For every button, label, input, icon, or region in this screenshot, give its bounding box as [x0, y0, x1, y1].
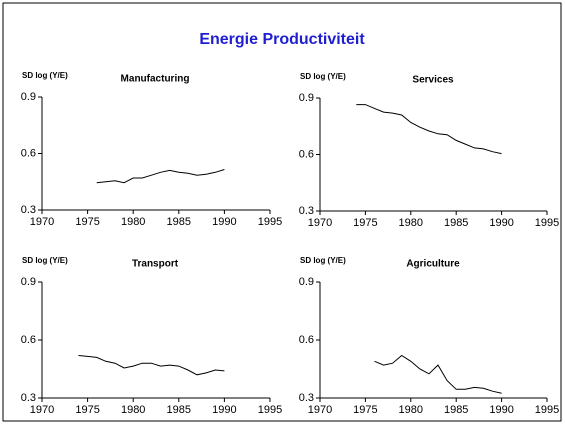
x-tick-label: 1970 [30, 404, 54, 416]
page-title: Energie Productiviteit [199, 31, 365, 48]
y-tick-label: 0.9 [299, 276, 314, 288]
y-tick-label: 0.6 [299, 148, 314, 160]
data-line [96, 169, 225, 184]
x-tick-label: 1985 [444, 217, 468, 229]
x-tick-label: 1985 [167, 216, 191, 228]
x-tick-label: 1975 [353, 404, 377, 416]
x-tick-label: 1980 [399, 404, 423, 416]
y-tick-label: 0.9 [299, 92, 314, 104]
y-tick-label: 0.6 [21, 334, 36, 346]
y-tick-label: 0.9 [21, 91, 36, 103]
x-tick-label: 1970 [308, 404, 332, 416]
subplot-title: Transport [132, 259, 179, 270]
y-tick-label: 0.3 [299, 205, 314, 217]
y-axis-label: SD log (Y/E) [22, 256, 68, 265]
y-tick-label: 0.3 [299, 392, 314, 404]
subplot-title: Manufacturing [121, 74, 190, 85]
y-axis-label: SD log (Y/E) [300, 72, 346, 81]
data-line [356, 104, 502, 155]
x-tick-label: 1985 [167, 404, 191, 416]
x-tick-label: 1985 [444, 404, 468, 416]
y-tick-label: 0.6 [21, 147, 36, 159]
y-tick-label: 0.9 [21, 276, 36, 288]
subplot-title: Services [412, 75, 454, 86]
x-tick-label: 1980 [121, 216, 145, 228]
data-line [374, 354, 502, 394]
x-tick-label: 1980 [399, 217, 423, 229]
y-tick-label: 0.6 [299, 334, 314, 346]
x-tick-label: 1975 [75, 216, 99, 228]
x-tick-label: 1995 [535, 404, 559, 416]
x-tick-label: 1990 [212, 404, 236, 416]
y-tick-label: 0.3 [21, 392, 36, 404]
frame [2, 2, 562, 422]
x-tick-label: 1995 [258, 216, 282, 228]
y-axis-label: SD log (Y/E) [22, 71, 68, 80]
subplot-title: Agriculture [406, 259, 460, 270]
x-tick-label: 1995 [535, 217, 559, 229]
x-tick-label: 1975 [353, 217, 377, 229]
x-tick-label: 1975 [75, 404, 99, 416]
x-tick-label: 1990 [212, 216, 236, 228]
y-axis-label: SD log (Y/E) [300, 256, 346, 265]
x-tick-label: 1990 [489, 404, 513, 416]
x-tick-label: 1970 [30, 216, 54, 228]
x-tick-label: 1995 [258, 404, 282, 416]
x-tick-label: 1980 [121, 404, 145, 416]
y-tick-label: 0.3 [21, 204, 36, 216]
x-tick-label: 1970 [308, 217, 332, 229]
x-tick-label: 1990 [489, 217, 513, 229]
data-line [78, 355, 225, 376]
